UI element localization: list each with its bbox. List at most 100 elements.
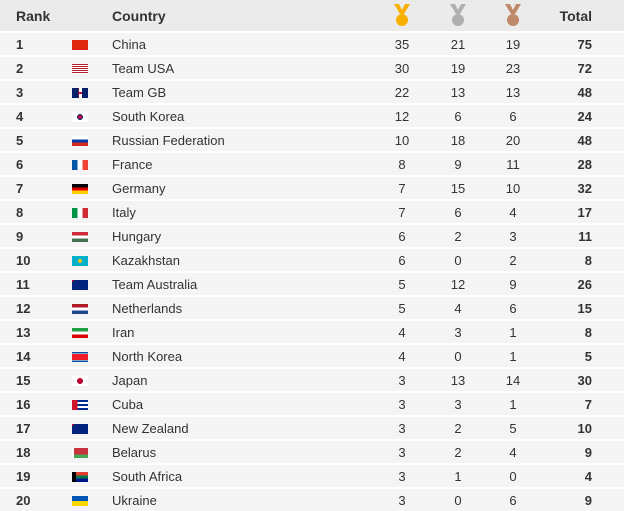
table-row[interactable]: 20 Ukraine 3 0 6 9 bbox=[0, 487, 624, 511]
country-link[interactable]: New Zealand bbox=[112, 421, 189, 436]
country-link[interactable]: Iran bbox=[112, 325, 135, 340]
total-count: 32 bbox=[577, 181, 592, 196]
silver-count: 13 bbox=[450, 373, 466, 388]
table-row[interactable]: 1 China 35 21 19 75 bbox=[0, 31, 624, 55]
gold-count: 4 bbox=[398, 349, 406, 364]
flag-kz-icon bbox=[72, 256, 88, 266]
table-row[interactable]: 3 Team GB 22 13 13 48 bbox=[0, 79, 624, 103]
flag-gb-icon bbox=[72, 88, 88, 98]
total-header[interactable]: Total bbox=[559, 8, 592, 24]
silver-count: 18 bbox=[450, 133, 466, 148]
silver-count: 0 bbox=[454, 253, 462, 268]
gold-medal-icon[interactable] bbox=[392, 4, 412, 28]
country-link[interactable]: Hungary bbox=[112, 229, 162, 244]
rank-cell: 17 bbox=[16, 421, 31, 436]
silver-count: 9 bbox=[454, 157, 462, 172]
flag-nl-icon bbox=[72, 304, 88, 314]
silver-count: 13 bbox=[450, 85, 466, 100]
table-row[interactable]: 7 Germany 7 15 10 32 bbox=[0, 175, 624, 199]
flag-ir-icon bbox=[72, 328, 88, 338]
country-link[interactable]: Netherlands bbox=[112, 301, 183, 316]
table-row[interactable]: 5 Russian Federation 10 18 20 48 bbox=[0, 127, 624, 151]
table-row[interactable]: 10 Kazakhstan 6 0 2 8 bbox=[0, 247, 624, 271]
gold-count: 3 bbox=[398, 445, 406, 460]
country-link[interactable]: Russian Federation bbox=[112, 133, 225, 148]
flag-jp-icon bbox=[72, 376, 88, 386]
table-row[interactable]: 18 Belarus 3 2 4 9 bbox=[0, 439, 624, 463]
total-count: 28 bbox=[577, 157, 592, 172]
bronze-medal-icon[interactable] bbox=[503, 4, 523, 28]
silver-count: 6 bbox=[454, 205, 462, 220]
flag-nz-icon bbox=[72, 424, 88, 434]
gold-count: 6 bbox=[398, 229, 406, 244]
flag-ru-icon bbox=[72, 136, 88, 146]
country-link[interactable]: Belarus bbox=[112, 445, 157, 460]
flag-cn-icon bbox=[72, 40, 88, 50]
country-link[interactable]: Italy bbox=[112, 205, 136, 220]
flag-fr-icon bbox=[72, 160, 88, 170]
silver-count: 12 bbox=[450, 277, 466, 292]
rank-header[interactable]: Rank bbox=[16, 8, 51, 24]
table-row[interactable]: 9 Hungary 6 2 3 11 bbox=[0, 223, 624, 247]
table-header: Rank Country Total bbox=[0, 0, 624, 31]
total-count: 5 bbox=[584, 349, 592, 364]
total-count: 17 bbox=[577, 205, 592, 220]
table-row[interactable]: 19 South Africa 3 1 0 4 bbox=[0, 463, 624, 487]
gold-count: 12 bbox=[394, 109, 410, 124]
table-row[interactable]: 11 Team Australia 5 12 9 26 bbox=[0, 271, 624, 295]
table-row[interactable]: 14 North Korea 4 0 1 5 bbox=[0, 343, 624, 367]
country-link[interactable]: Ukraine bbox=[112, 493, 157, 508]
country-link[interactable]: Cuba bbox=[112, 397, 144, 412]
table-row[interactable]: 13 Iran 4 3 1 8 bbox=[0, 319, 624, 343]
total-count: 9 bbox=[584, 493, 592, 508]
table-row[interactable]: 6 France 8 9 11 28 bbox=[0, 151, 624, 175]
table-row[interactable]: 12 Netherlands 5 4 6 15 bbox=[0, 295, 624, 319]
bronze-count: 6 bbox=[509, 301, 517, 316]
country-link[interactable]: Team GB bbox=[112, 85, 167, 100]
country-link[interactable]: Team Australia bbox=[112, 277, 198, 292]
silver-count: 15 bbox=[450, 181, 466, 196]
silver-count: 6 bbox=[454, 109, 462, 124]
country-link[interactable]: Japan bbox=[112, 373, 148, 388]
table-row[interactable]: 16 Cuba 3 3 1 7 bbox=[0, 391, 624, 415]
silver-count: 21 bbox=[450, 37, 466, 52]
country-link[interactable]: Team USA bbox=[112, 61, 175, 76]
table-row[interactable]: 2 Team USA 30 19 23 72 bbox=[0, 55, 624, 79]
rank-cell: 9 bbox=[16, 229, 24, 244]
country-link[interactable]: Germany bbox=[112, 181, 166, 196]
country-link[interactable]: France bbox=[112, 157, 153, 172]
silver-medal-icon[interactable] bbox=[448, 4, 468, 28]
bronze-count: 4 bbox=[509, 205, 517, 220]
country-link[interactable]: Kazakhstan bbox=[112, 253, 180, 268]
rank-cell: 14 bbox=[16, 349, 31, 364]
country-link[interactable]: South Africa bbox=[112, 469, 183, 484]
table-row[interactable]: 15 Japan 3 13 14 30 bbox=[0, 367, 624, 391]
bronze-count: 1 bbox=[509, 397, 517, 412]
country-link[interactable]: China bbox=[112, 37, 146, 52]
silver-count: 3 bbox=[454, 397, 462, 412]
country-link[interactable]: South Korea bbox=[112, 109, 185, 124]
silver-count: 2 bbox=[454, 229, 462, 244]
gold-count: 30 bbox=[394, 61, 410, 76]
total-count: 9 bbox=[584, 445, 592, 460]
total-count: 8 bbox=[584, 325, 592, 340]
country-header[interactable]: Country bbox=[112, 8, 166, 24]
gold-count: 6 bbox=[398, 253, 406, 268]
total-count: 48 bbox=[577, 85, 592, 100]
country-link[interactable]: North Korea bbox=[112, 349, 183, 364]
bronze-count: 11 bbox=[506, 157, 520, 172]
flag-it-icon bbox=[72, 208, 88, 218]
flag-by-icon bbox=[72, 448, 88, 458]
rank-cell: 16 bbox=[16, 397, 31, 412]
flag-ua-icon bbox=[72, 496, 88, 506]
gold-count: 3 bbox=[398, 469, 406, 484]
rank-cell: 3 bbox=[16, 85, 24, 100]
table-row[interactable]: 8 Italy 7 6 4 17 bbox=[0, 199, 624, 223]
table-row[interactable]: 4 South Korea 12 6 6 24 bbox=[0, 103, 624, 127]
gold-count: 5 bbox=[398, 277, 406, 292]
total-count: 30 bbox=[577, 373, 592, 388]
rank-cell: 20 bbox=[16, 493, 31, 508]
bronze-count: 13 bbox=[505, 85, 521, 100]
total-count: 7 bbox=[584, 397, 592, 412]
table-row[interactable]: 17 New Zealand 3 2 5 10 bbox=[0, 415, 624, 439]
